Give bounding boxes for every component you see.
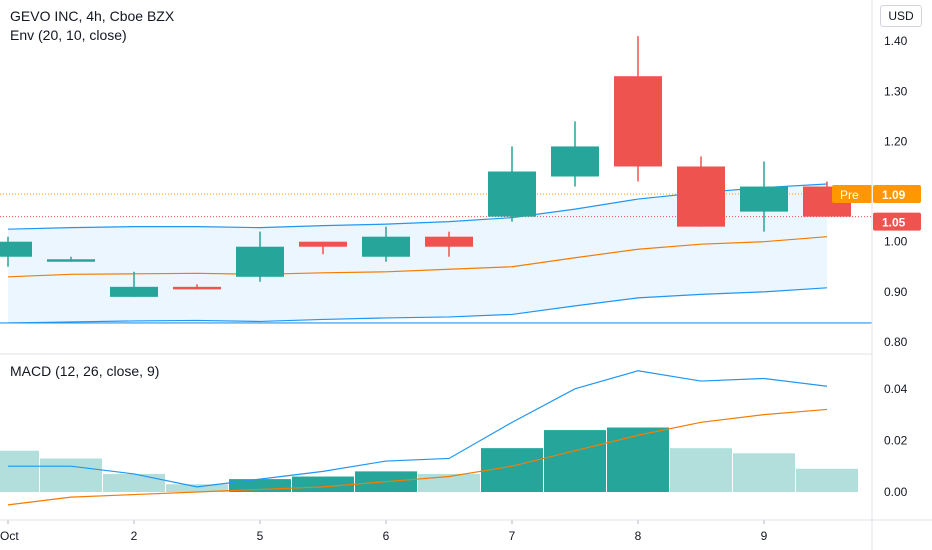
time-axis-tick-label: 8	[635, 529, 642, 543]
macd-layer	[0, 370, 858, 506]
time-axis-tick-label: 6	[383, 529, 390, 543]
price-lines-layer	[0, 193, 872, 324]
time-axis-tick-label: 2	[131, 529, 138, 543]
candle-body	[740, 186, 788, 212]
envelope-lower-line	[7, 287, 828, 324]
candle-body	[614, 76, 662, 167]
candle	[614, 36, 662, 182]
premarket-tag-label: Pre	[840, 188, 859, 202]
time-axis-tick-label: 9	[761, 529, 768, 543]
macd-histogram-bar	[670, 448, 732, 492]
premarket-price-box	[873, 185, 921, 204]
candle	[677, 156, 725, 227]
macd-histogram-bar	[103, 473, 165, 492]
currency-button[interactable]: USD	[880, 5, 922, 27]
candle-body	[236, 246, 284, 277]
price-axis-tick-label: 1.40	[884, 34, 908, 48]
macd-axis-tick-label: 0.04	[884, 382, 908, 396]
envelope-indicator-label: Env (20, 10, close)	[10, 27, 127, 43]
candle-body	[362, 236, 410, 257]
candle-body	[173, 286, 221, 290]
premarket-price-value: 1.09	[882, 188, 906, 202]
candle	[551, 121, 599, 187]
candle-body	[47, 259, 95, 262]
candle	[488, 146, 536, 222]
candle	[236, 231, 284, 282]
candle-body	[488, 171, 536, 217]
time-axis-tick-label: 5	[257, 529, 264, 543]
macd-histogram-bar	[733, 453, 795, 492]
macd-histogram-bar	[0, 450, 39, 492]
candle	[425, 231, 473, 257]
macd-histogram-bar	[292, 476, 354, 492]
time-axis-tick-label: 7	[509, 529, 516, 543]
candle	[0, 236, 32, 267]
candle-body	[425, 236, 473, 247]
macd-histogram-bar	[40, 458, 102, 492]
price-axis-tick-label: 1.30	[884, 84, 908, 98]
candle-body	[299, 241, 347, 247]
candle	[299, 241, 347, 255]
macd-histogram-bar	[796, 468, 858, 492]
envelope-basis-line	[7, 236, 828, 278]
price-axis-tick-label: 0.80	[884, 335, 908, 349]
price-axis-tick-label: 0.90	[884, 285, 908, 299]
candle	[47, 256, 95, 262]
signal-line	[7, 408, 828, 506]
macd-histogram-bar	[166, 484, 228, 492]
time-axis-tick-label: Oct	[0, 529, 19, 543]
last-price-value: 1.05	[882, 216, 906, 230]
premarket-tag-box	[832, 185, 872, 204]
macd-line	[8, 370, 828, 488]
macd-histogram-bar	[544, 430, 606, 492]
macd-axis-tick-label: 0.00	[884, 485, 908, 499]
candle	[173, 284, 221, 290]
candle	[110, 271, 158, 297]
candle-body	[551, 146, 599, 177]
macd-axis-tick-label: 0.02	[884, 433, 908, 447]
macd-indicator-label: MACD (12, 26, close, 9)	[10, 363, 160, 379]
candles-layer	[0, 36, 851, 297]
candle-body	[0, 241, 32, 257]
candle	[740, 161, 788, 232]
macd-histogram-bar	[607, 427, 669, 492]
price-axis-tick-label: 1.00	[884, 235, 908, 249]
axis-layer: 0.800.901.001.101.201.301.400.000.020.04…	[0, 34, 921, 543]
last-price-box	[873, 212, 921, 231]
candle-body	[110, 286, 158, 297]
price-axis-tick-label: 1.20	[884, 134, 908, 148]
candle	[362, 226, 410, 262]
symbol-title: GEVO INC, 4h, Cboe BZX	[10, 8, 175, 24]
macd-histogram-bar	[418, 473, 480, 492]
candle-body	[677, 166, 725, 227]
